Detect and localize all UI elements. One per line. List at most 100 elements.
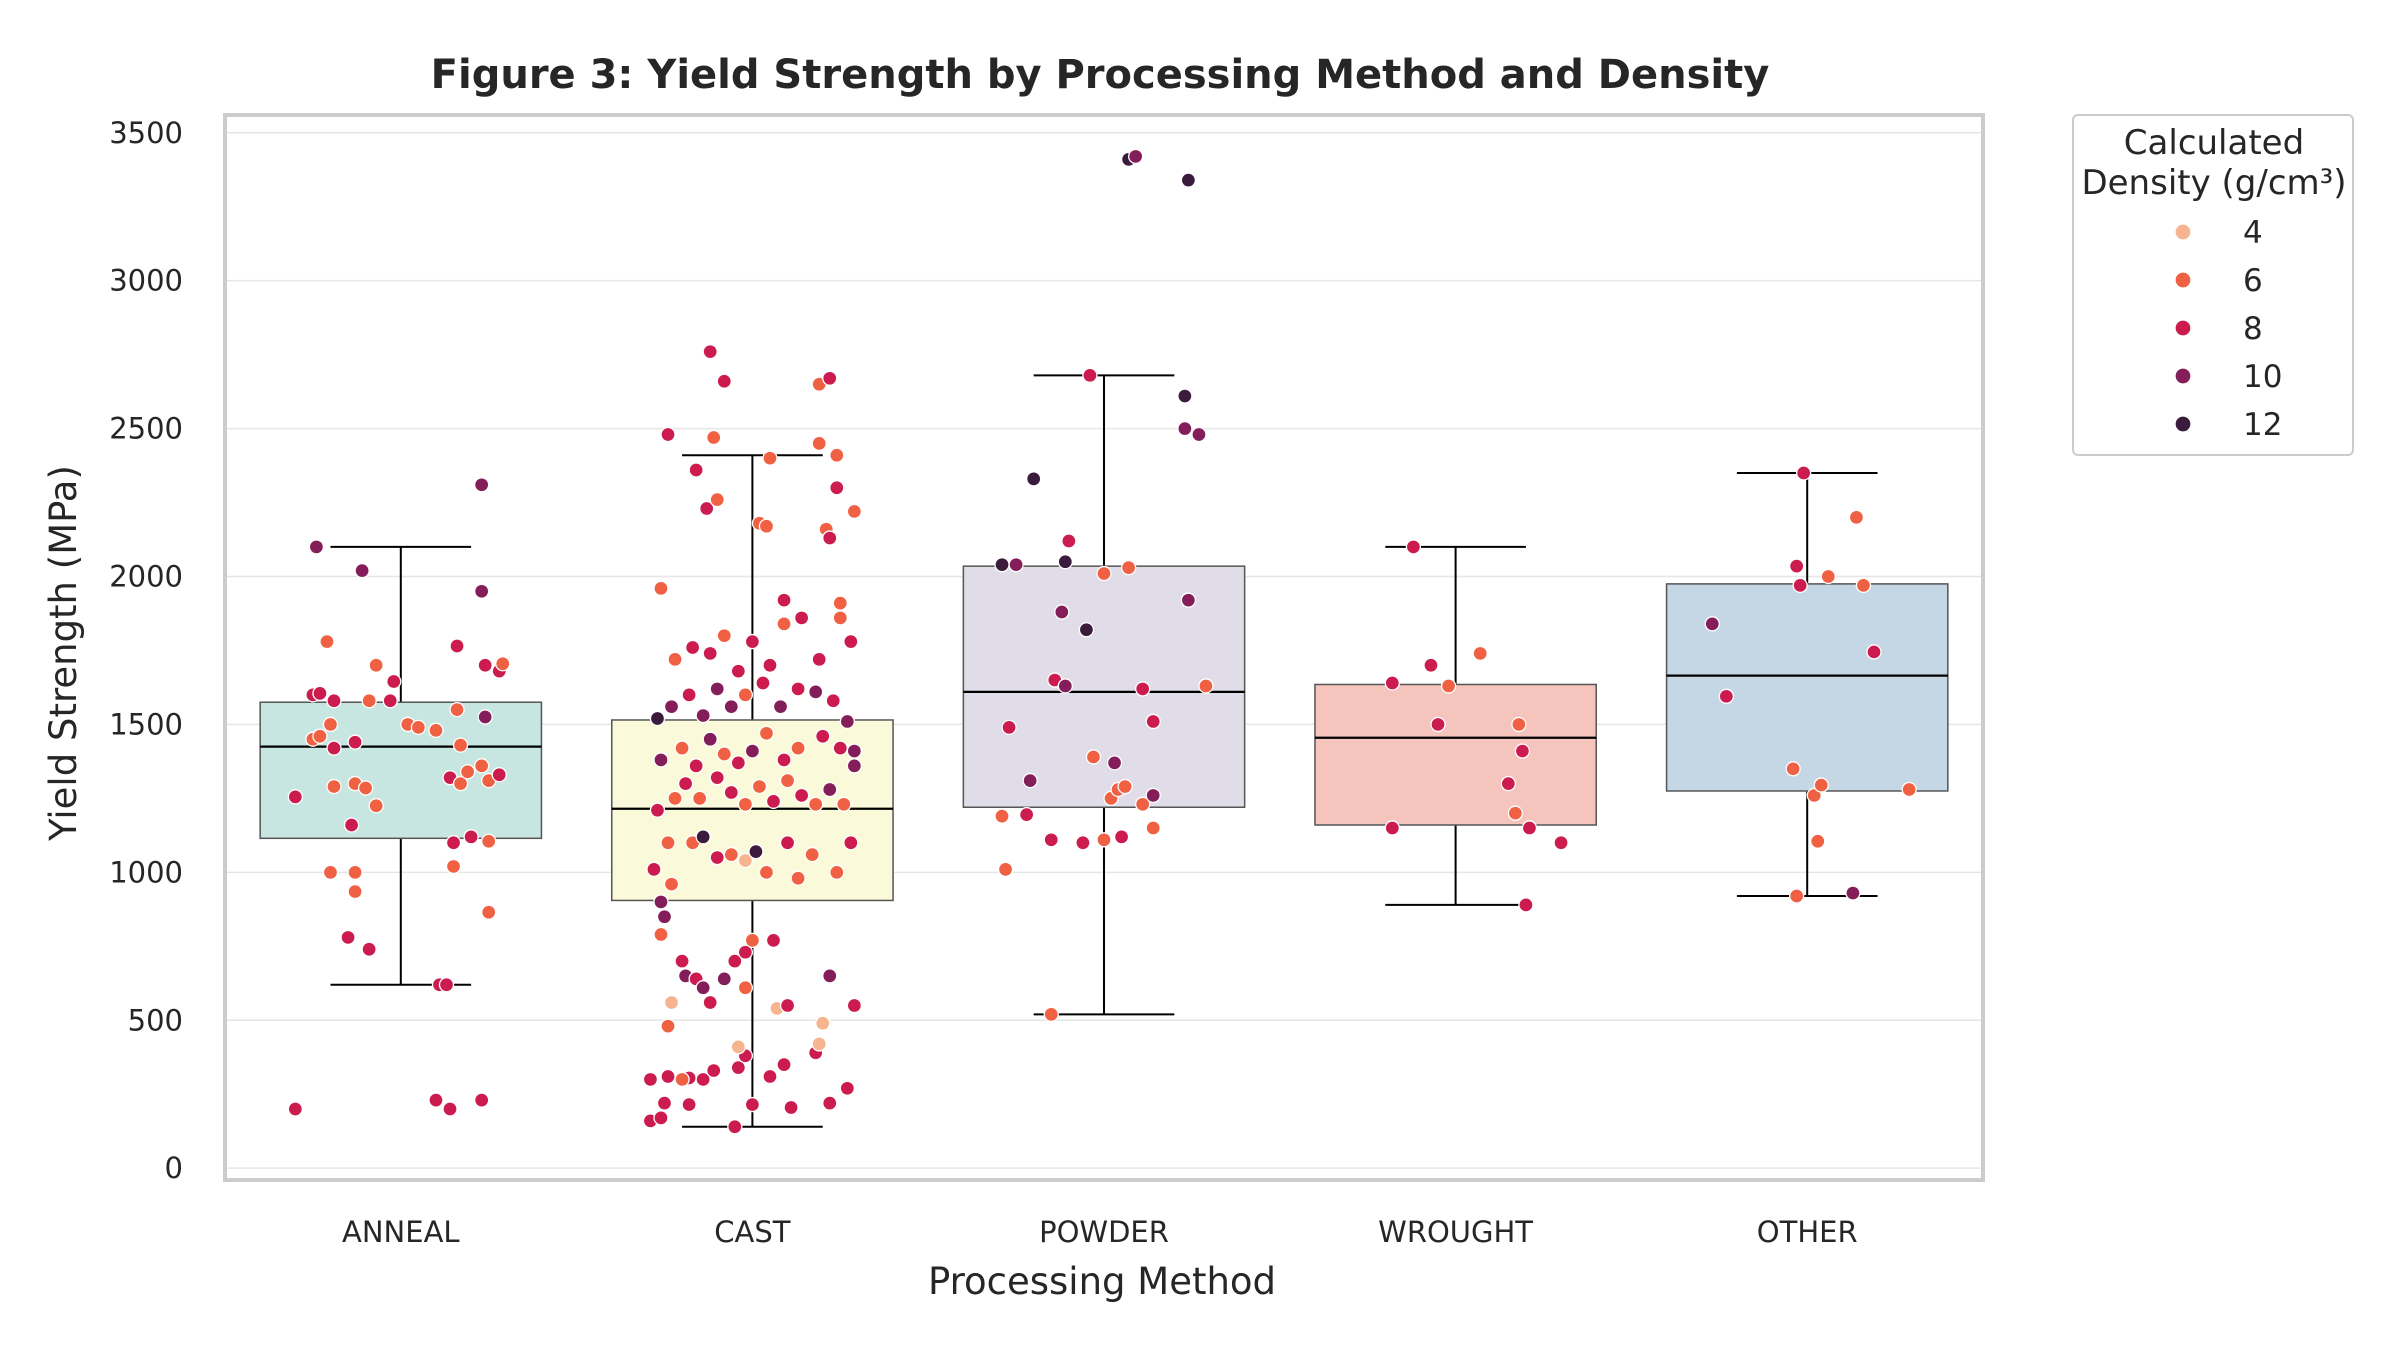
- data-point: [1866, 644, 1882, 660]
- data-point: [695, 829, 711, 845]
- x-tick-label: OTHER: [1757, 1215, 1858, 1249]
- data-point: [667, 651, 683, 667]
- data-point: [1855, 577, 1872, 594]
- data-point: [477, 657, 493, 673]
- data-point: [839, 1080, 855, 1096]
- data-point: [1507, 805, 1524, 821]
- data-point: [1145, 713, 1161, 730]
- data-point: [459, 764, 476, 780]
- data-point: [474, 477, 490, 493]
- data-point: [994, 557, 1010, 573]
- data-point: [815, 728, 831, 744]
- data-point: [730, 1039, 746, 1055]
- data-point: [1384, 675, 1400, 691]
- data-point: [1043, 1006, 1059, 1022]
- legend-marker: [2174, 367, 2192, 385]
- data-point: [361, 941, 377, 957]
- data-point: [1440, 678, 1457, 694]
- data-point: [347, 864, 363, 880]
- data-point: [702, 344, 718, 360]
- legend-title: Calculated: [2124, 123, 2304, 163]
- data-point: [846, 758, 863, 774]
- data-point: [1026, 471, 1042, 487]
- data-point: [1521, 820, 1538, 836]
- data-point: [825, 693, 841, 709]
- data-point: [656, 909, 673, 925]
- data-point: [382, 693, 398, 709]
- data-point: [811, 1036, 827, 1052]
- data-point: [829, 864, 845, 880]
- data-point: [1806, 787, 1822, 804]
- data-point: [1120, 559, 1137, 576]
- data-point: [449, 638, 465, 654]
- data-point: [716, 746, 732, 762]
- data-point: [758, 864, 775, 880]
- data-point: [737, 980, 754, 996]
- data-point: [829, 447, 845, 463]
- data-point: [737, 852, 754, 869]
- data-point: [1901, 781, 1917, 798]
- legend-label: 10: [2243, 359, 2282, 395]
- box-iqr: [1665, 583, 1949, 792]
- data-point: [1145, 787, 1161, 804]
- data-point: [386, 673, 402, 690]
- data-point: [322, 864, 339, 880]
- data-point: [428, 722, 444, 738]
- chart-title: Figure 3: Yield Strength by Processing M…: [431, 52, 1770, 98]
- data-point: [790, 681, 806, 697]
- data-point: [1075, 835, 1091, 851]
- data-point: [1113, 829, 1130, 845]
- data-point: [347, 883, 363, 900]
- x-tick-labels: ANNEAL CAST POWDER WROUGHT OTHER: [342, 1215, 1858, 1249]
- data-point: [677, 775, 694, 792]
- data-point: [730, 755, 746, 771]
- legend-marker: [2174, 415, 2192, 433]
- y-tick-label: 1000: [109, 855, 183, 889]
- data-point: [695, 1071, 711, 1088]
- legend-title: Density (g/cm³): [2081, 163, 2346, 203]
- data-point: [765, 793, 782, 809]
- data-point: [790, 740, 806, 756]
- data-point: [347, 734, 363, 750]
- data-point: [765, 932, 782, 949]
- data-point: [822, 1095, 838, 1111]
- data-point: [822, 370, 838, 386]
- data-point: [751, 778, 768, 795]
- data-point: [684, 639, 701, 656]
- data-point: [727, 953, 743, 969]
- data-point: [702, 645, 718, 662]
- data-point: [1078, 622, 1095, 638]
- data-point: [1018, 806, 1035, 823]
- x-tick-label: WROUGHT: [1378, 1215, 1533, 1249]
- data-point: [653, 894, 669, 910]
- legend-label: 4: [2243, 215, 2263, 251]
- box-iqr: [1314, 683, 1597, 826]
- data-point: [452, 737, 469, 753]
- data-point: [730, 1059, 746, 1076]
- data-point: [1177, 388, 1193, 404]
- data-point: [1472, 645, 1488, 662]
- data-point: [793, 787, 810, 804]
- box-powder: [962, 374, 1246, 1016]
- data-point: [772, 699, 789, 715]
- data-point: [1810, 833, 1826, 849]
- data-point: [449, 701, 465, 718]
- data-point: [663, 994, 680, 1011]
- data-point: [1423, 657, 1439, 673]
- data-point: [1082, 367, 1098, 383]
- data-point: [1514, 743, 1531, 759]
- data-point: [811, 435, 827, 452]
- data-point: [495, 656, 511, 672]
- data-point: [779, 772, 796, 789]
- data-point: [709, 849, 725, 866]
- data-point: [737, 796, 754, 812]
- y-axis-label: Yield Strength (MPa): [42, 465, 85, 842]
- y-tick-labels: 0 500 1000 1500 2000 2500 3000 3500: [109, 116, 183, 1185]
- data-point: [1043, 832, 1059, 848]
- data-point: [702, 731, 718, 747]
- x-tick-label: CAST: [714, 1215, 790, 1249]
- data-point: [737, 687, 754, 703]
- data-point: [723, 846, 739, 863]
